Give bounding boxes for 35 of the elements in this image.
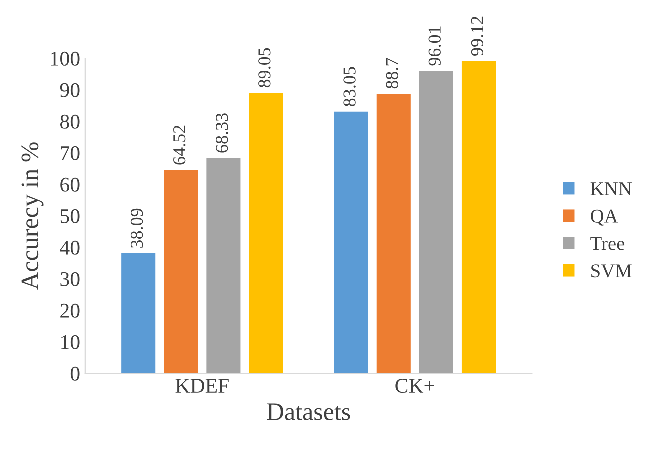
y-tick-label: 20 — [60, 304, 80, 318]
x-axis-title: Datasets — [267, 404, 350, 420]
bar — [164, 170, 198, 374]
data-label: 96.01 — [428, 26, 442, 66]
y-tick-label: 90 — [60, 83, 80, 98]
y-tick-label: 50 — [60, 209, 80, 224]
bar — [462, 61, 496, 374]
data-label: 88.7 — [386, 58, 398, 89]
bar — [206, 158, 241, 374]
bar — [376, 94, 411, 374]
data-label: 89.05 — [258, 48, 271, 88]
legend-label: Tree — [590, 237, 625, 250]
data-label: 99.12 — [471, 16, 484, 56]
bar — [122, 254, 156, 374]
legend-label: SVM — [592, 264, 632, 278]
x-tick-label: KDEF — [176, 379, 229, 393]
data-label: 64.52 — [174, 126, 186, 165]
y-tick-label: 0 — [70, 366, 80, 381]
legend-label: KNN — [590, 182, 632, 196]
y-tick-label: 30 — [60, 272, 80, 286]
data-label: 68.33 — [216, 114, 228, 153]
y-tick-label: 40 — [60, 240, 80, 255]
legend-label: QA — [591, 210, 618, 226]
y-axis-title: Accurecy in % — [22, 142, 44, 290]
data-label: 83.05 — [344, 67, 356, 106]
data-label: 38.09 — [130, 208, 144, 248]
y-tick-label: 70 — [61, 146, 80, 160]
y-tick-label: 10 — [62, 335, 80, 350]
bar — [334, 112, 368, 374]
bar — [249, 92, 284, 374]
y-tick-label: 100 — [51, 52, 80, 66]
bar — [419, 71, 454, 374]
y-tick-label: 80 — [60, 114, 80, 129]
x-tick-label: CK+ — [396, 379, 434, 394]
y-tick-label: 60 — [60, 178, 80, 192]
